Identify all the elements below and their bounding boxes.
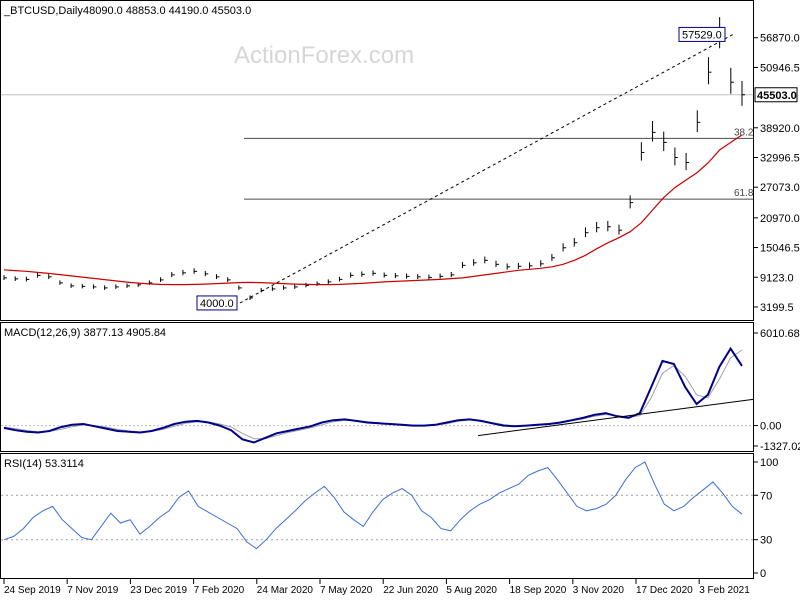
price-y-label: 9123.0 — [760, 272, 794, 284]
price-title: _BTCUSD,Daily — [3, 5, 83, 17]
price-y-label: 56870.0 — [760, 33, 800, 45]
low-annotation-box — [196, 295, 238, 311]
macd-y-label: -1327.02 — [760, 441, 800, 453]
moving-average-line — [3, 134, 743, 286]
high-annotation-label: 57529.0 — [682, 29, 722, 41]
x-axis-label: 17 Dec 2020 — [636, 585, 693, 596]
rsi-y-label: 0 — [760, 568, 766, 580]
price-y-label: 38920.0 — [760, 123, 800, 135]
x-axis-label: 18 Sep 2020 — [510, 585, 567, 596]
ohlc-readout: 48090.0 48853.0 44190.0 45503.0 — [83, 5, 251, 17]
rsi-panel-frame — [0, 453, 754, 579]
price-y-label: 3199.5 — [760, 302, 794, 314]
price-y-label: 15046.5 — [760, 243, 800, 255]
high-annotation-box — [678, 26, 726, 42]
price-panel-frame — [0, 0, 754, 321]
rsi-y-label: 100 — [760, 457, 778, 469]
rsi-title: RSI(14) 53.3114 — [4, 458, 84, 470]
price-y-label: 50946.5 — [760, 62, 800, 74]
x-axis-label: 7 Feb 2020 — [194, 585, 245, 596]
fib-level-label: 61.8 — [734, 188, 754, 199]
x-axis-label: 7 Nov 2019 — [67, 585, 119, 596]
price-y-label: 32996.5 — [760, 152, 800, 164]
macd-trendline — [477, 398, 754, 437]
watermark: ActionForex.com — [234, 42, 414, 69]
x-axis-label: 5 Aug 2020 — [446, 585, 497, 596]
chart-marks: 56870.0 50946.5 38920.0 32996.5 27073.0 20970… — [1, 17, 800, 596]
rsi-line — [3, 461, 743, 550]
x-axis-label: 22 Jun 2020 — [383, 585, 438, 596]
rsi-y-label: 70 — [760, 490, 772, 502]
x-axis-label: 3 Nov 2020 — [573, 585, 625, 596]
x-axis-label: 7 May 2020 — [320, 585, 373, 596]
price-y-label: 20970.0 — [760, 213, 800, 225]
macd-y-label: 0.00 — [760, 421, 781, 433]
price-y-label: 27073.0 — [760, 182, 800, 194]
fib-level-label: 38.2 — [734, 127, 754, 138]
x-axis-label: 24 Sep 2019 — [4, 585, 61, 596]
x-axis-label: 24 Mar 2020 — [257, 585, 314, 596]
current-price-label: 45503.0 — [757, 90, 797, 102]
macd-title: MACD(12,26,9) 3877.13 4905.84 — [4, 327, 166, 339]
macd-panel-frame — [0, 322, 754, 452]
current-price-box — [754, 87, 798, 103]
x-axis-label: 23 Dec 2019 — [130, 585, 187, 596]
low-annotation-label: 4000.0 — [200, 298, 234, 310]
macd-y-label: 6010.68 — [760, 328, 800, 340]
rsi-y-label: 30 — [760, 535, 772, 547]
x-axis-label: 3 Feb 2021 — [699, 585, 750, 596]
